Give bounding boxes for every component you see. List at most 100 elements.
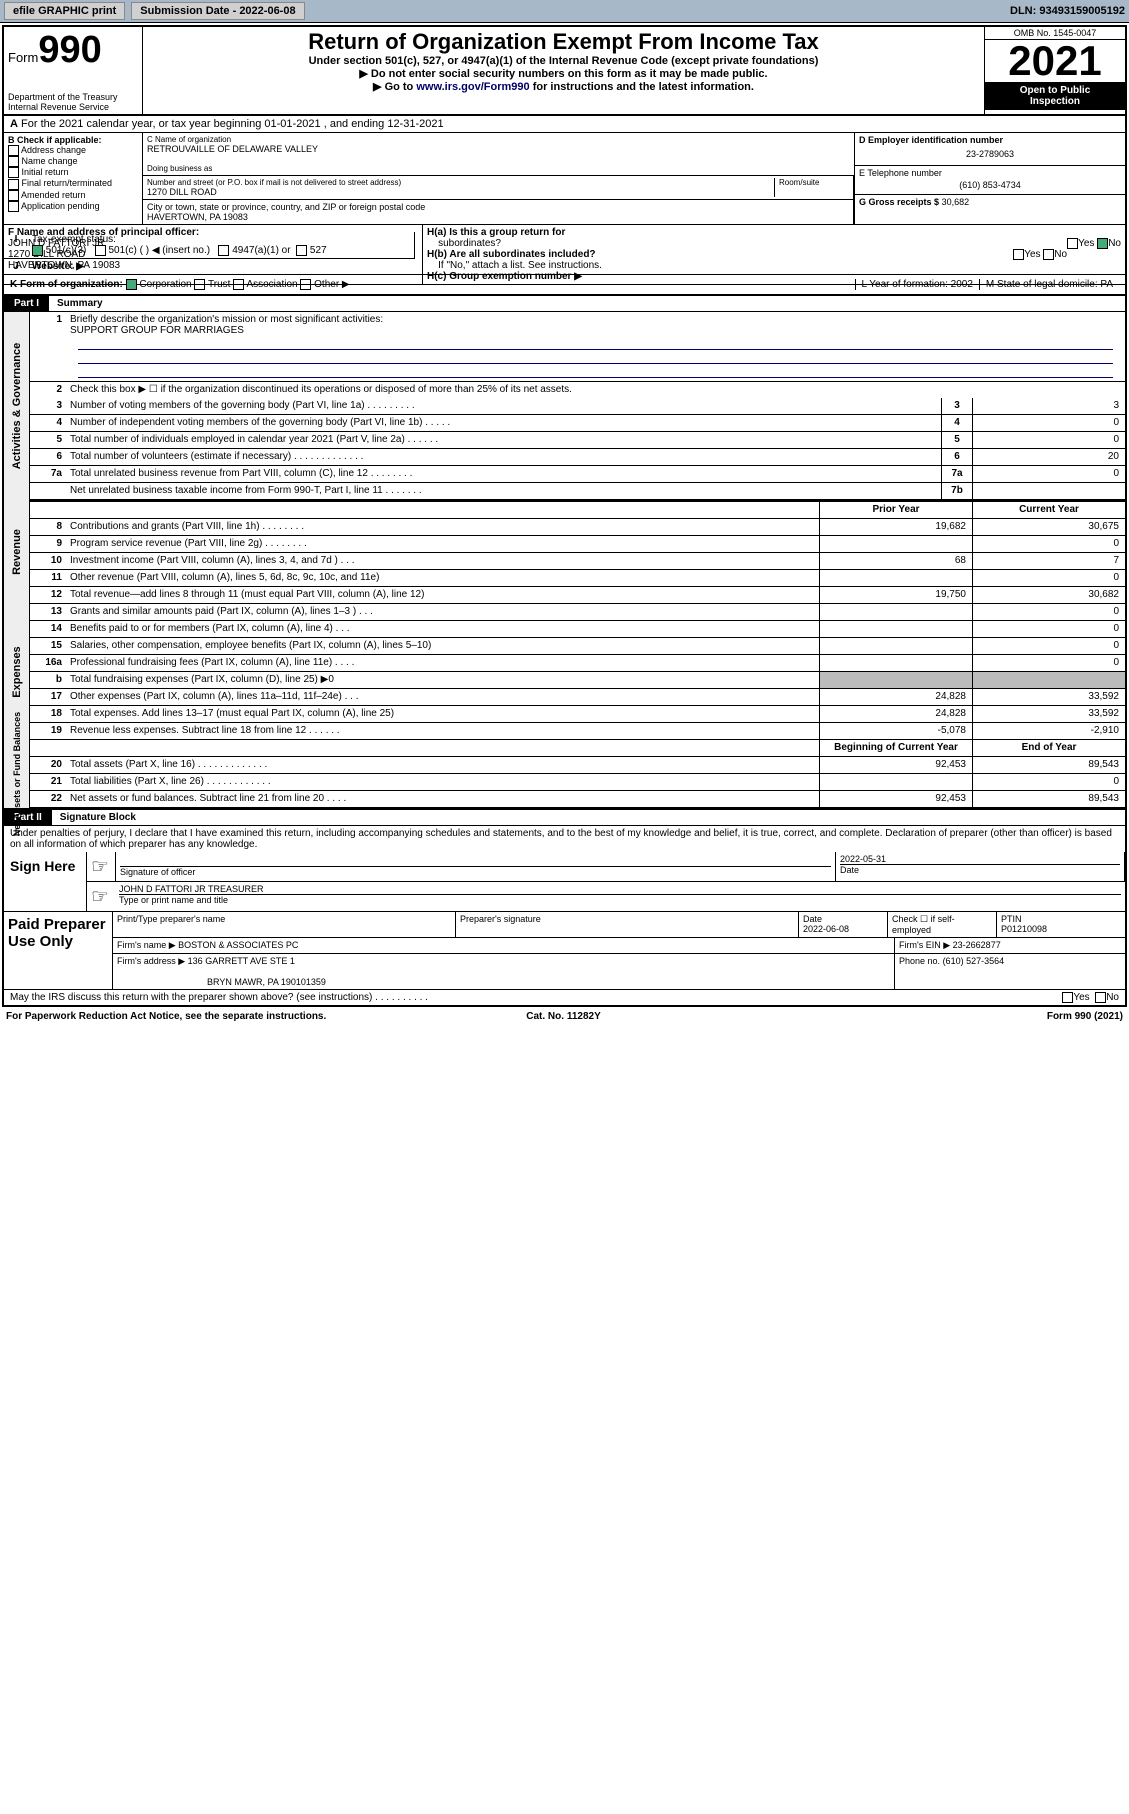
sig-date-label: Date xyxy=(840,864,1120,875)
firm-ein-lbl: Firm's EIN ▶ xyxy=(899,940,950,950)
firm-addr2: BRYN MAWR, PA 190101359 xyxy=(207,977,326,987)
b-opt-2: Initial return xyxy=(22,167,69,177)
l1-label: Briefly describe the organization's miss… xyxy=(70,314,383,325)
col-begin: Beginning of Current Year xyxy=(819,740,972,756)
gross-value: 30,682 xyxy=(942,197,970,207)
section-b: B Check if applicable: Address change Na… xyxy=(4,133,143,224)
addr-label: Number and street (or P.O. box if mail i… xyxy=(147,178,774,187)
501c-checkbox[interactable] xyxy=(95,245,106,256)
checkbox-address-change[interactable] xyxy=(8,145,19,156)
trust-checkbox[interactable] xyxy=(194,279,205,290)
ha-label: H(a) Is this a group return for xyxy=(427,227,565,238)
dept-treasury: Department of the Treasury xyxy=(8,92,138,102)
checkbox-final[interactable] xyxy=(8,179,19,190)
col-prior: Prior Year xyxy=(819,502,972,518)
yes-label: Yes xyxy=(1078,238,1094,249)
street-address: 1270 DILL ROAD xyxy=(147,187,774,197)
section-c: C Name of organizationRETROUVAILLE OF DE… xyxy=(143,133,854,224)
name-title-label: Type or print name and title xyxy=(119,894,1121,905)
submission-date: Submission Date - 2022-06-08 xyxy=(131,2,304,20)
checkbox-initial[interactable] xyxy=(8,167,19,178)
ha-yes-checkbox[interactable] xyxy=(1067,238,1078,249)
table-row: 6Total number of volunteers (estimate if… xyxy=(30,449,1125,466)
may-no: No xyxy=(1106,992,1119,1003)
officer-sig-name: JOHN D FATTORI JR TREASURER xyxy=(119,884,1121,894)
b-header: B Check if applicable: xyxy=(8,135,102,145)
table-row: 19Revenue less expenses. Subtract line 1… xyxy=(30,723,1125,740)
i-opt2: 501(c) ( ) ◀ (insert no.) xyxy=(108,245,210,256)
table-row: 5Total number of individuals employed in… xyxy=(30,432,1125,449)
table-row: 13Grants and similar amounts paid (Part … xyxy=(30,604,1125,621)
firm-phone-lbl: Phone no. xyxy=(899,956,940,966)
table-row: 17Other expenses (Part IX, column (A), l… xyxy=(30,689,1125,706)
k-o3: Association xyxy=(246,279,297,290)
form-ref: Form 990 (2021) xyxy=(1047,1011,1123,1022)
k-o1: Corporation xyxy=(139,279,191,290)
tax-year: 2021 xyxy=(985,40,1125,82)
part1-title: Summary xyxy=(49,296,111,311)
may-no-checkbox[interactable] xyxy=(1095,992,1106,1003)
gross-label: G Gross receipts $ xyxy=(859,197,939,207)
b-opt-1: Name change xyxy=(22,156,78,166)
l2-text: Check this box ▶ ☐ if the organization d… xyxy=(66,382,1125,398)
ha-no-checkbox[interactable] xyxy=(1097,238,1108,249)
vtab-netassets: Net Assets or Fund Balances xyxy=(4,740,30,808)
dln: DLN: 93493159005192 xyxy=(1010,5,1125,17)
527-checkbox[interactable] xyxy=(296,245,307,256)
col-current: Current Year xyxy=(972,502,1125,518)
table-row: 16aProfessional fundraising fees (Part I… xyxy=(30,655,1125,672)
table-row: Net unrelated business taxable income fr… xyxy=(30,483,1125,500)
mission-text: SUPPORT GROUP FOR MARRIAGES xyxy=(70,325,244,336)
firm-ein: 23-2662877 xyxy=(953,940,1001,950)
table-row: 22Net assets or fund balances. Subtract … xyxy=(30,791,1125,808)
room-label: Room/suite xyxy=(774,178,849,197)
corp-checkbox[interactable] xyxy=(126,279,137,290)
i-opt3: 4947(a)(1) or xyxy=(232,245,290,256)
sign-here-label: Sign Here xyxy=(4,852,87,911)
public-1: Open to Public xyxy=(1020,85,1091,96)
form-990: Form990 Department of the Treasury Inter… xyxy=(2,25,1127,1007)
org-name: RETROUVAILLE OF DELAWARE VALLEY xyxy=(147,144,850,154)
subtitle-3-pre: ▶ Go to xyxy=(373,81,416,93)
4947-checkbox[interactable] xyxy=(218,245,229,256)
city-label: City or town, state or province, country… xyxy=(147,202,849,212)
ptin-hdr: PTIN xyxy=(1001,914,1022,924)
part1-label: Part I xyxy=(4,296,49,311)
efile-button[interactable]: efile GRAPHIC print xyxy=(4,2,125,20)
vtab-governance: Activities & Governance xyxy=(4,312,30,500)
k-o4: Other ▶ xyxy=(314,279,349,290)
ha-label2: subordinates? xyxy=(438,238,501,249)
b-opt-0: Address change xyxy=(21,145,86,155)
checkbox-amended[interactable] xyxy=(8,190,19,201)
public-2: Inspection xyxy=(1030,96,1080,107)
b-opt-3: Final return/terminated xyxy=(22,178,113,188)
i-opt1: 501(c)(3) xyxy=(46,245,87,256)
cat-no: Cat. No. 11282Y xyxy=(526,1011,600,1022)
may-discuss: May the IRS discuss this return with the… xyxy=(10,992,428,1003)
other-checkbox[interactable] xyxy=(300,279,311,290)
year-formation: L Year of formation: 2002 xyxy=(855,279,979,290)
firm-addr-lbl: Firm's address ▶ xyxy=(117,956,185,966)
tax-year-range: For the 2021 calendar year, or tax year … xyxy=(21,118,444,130)
subtitle-3-post: for instructions and the latest informat… xyxy=(530,81,754,93)
table-row: 3Number of voting members of the governi… xyxy=(30,398,1125,415)
sig-officer-label: Signature of officer xyxy=(120,866,831,877)
ptin-value: P01210098 xyxy=(1001,924,1047,934)
ein-label: D Employer identification number xyxy=(859,135,1003,145)
501c3-checkbox[interactable] xyxy=(32,245,43,256)
table-row: 4Number of independent voting members of… xyxy=(30,415,1125,432)
assoc-checkbox[interactable] xyxy=(233,279,244,290)
ein-value: 23-2789063 xyxy=(859,145,1121,163)
firm-phone: (610) 527-3564 xyxy=(943,956,1005,966)
vtab-revenue: Revenue xyxy=(4,500,30,604)
table-row: bTotal fundraising expenses (Part IX, co… xyxy=(30,672,1125,689)
phone-label: E Telephone number xyxy=(859,168,942,178)
checkbox-pending[interactable] xyxy=(8,201,19,212)
checkbox-name-change[interactable] xyxy=(8,156,19,167)
sig-date-value: 2022-05-31 xyxy=(840,854,1120,864)
irs-link[interactable]: www.irs.gov/Form990 xyxy=(416,81,529,93)
table-row: 21Total liabilities (Part X, line 26) . … xyxy=(30,774,1125,791)
may-yes-checkbox[interactable] xyxy=(1062,992,1073,1003)
form-title: Return of Organization Exempt From Incom… xyxy=(145,29,982,55)
section-d-e-g: D Employer identification number23-27890… xyxy=(854,133,1125,224)
